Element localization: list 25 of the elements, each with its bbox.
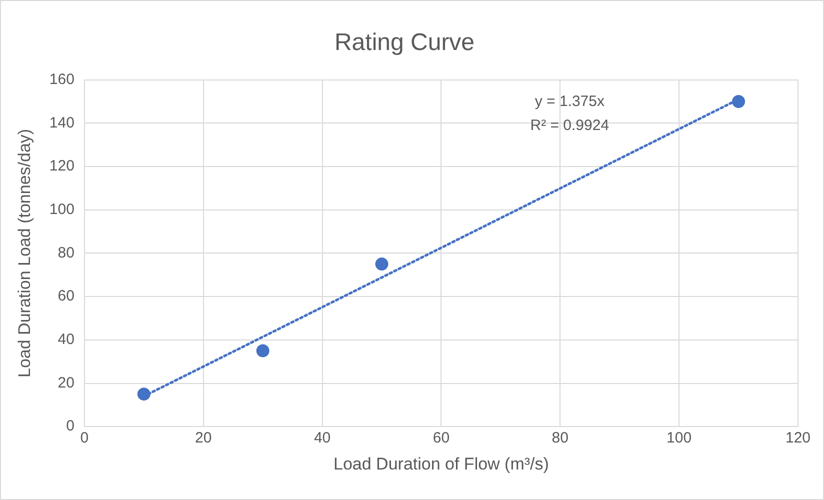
x-axis-title: Load Duration of Flow (m³/s) [334, 454, 549, 474]
y-tick-label: 40 [58, 331, 74, 348]
y-tick-label: 20 [58, 374, 74, 392]
point [375, 258, 388, 271]
x-tick-label: 60 [432, 430, 450, 447]
x-tick-label: 80 [552, 430, 568, 447]
x-tick-label: 0 [80, 430, 89, 447]
y-axis-title: Load Duration Load (tonnes/day) [14, 128, 34, 378]
y-tick-label: 0 [66, 418, 74, 435]
chart-title: Rating Curve [334, 29, 475, 56]
y-tick-label: 100 [49, 200, 74, 218]
y-tick-label: 120 [49, 158, 74, 175]
annotation: y = 1.375x [534, 92, 605, 110]
x-tick-label: 20 [195, 430, 212, 447]
point [256, 344, 270, 358]
y-tick-label: 140 [49, 114, 74, 132]
point [137, 388, 150, 401]
y-tick-label: 80 [58, 244, 74, 262]
annotation: R² = 0.9924 [530, 116, 610, 134]
x-tick-label: 40 [314, 430, 331, 447]
y-tick-label: 60 [58, 288, 74, 305]
x-tick-label: 120 [785, 430, 811, 447]
y-tick-label: 160 [49, 70, 74, 88]
point [732, 94, 746, 108]
x-tick-label: 100 [666, 430, 692, 447]
